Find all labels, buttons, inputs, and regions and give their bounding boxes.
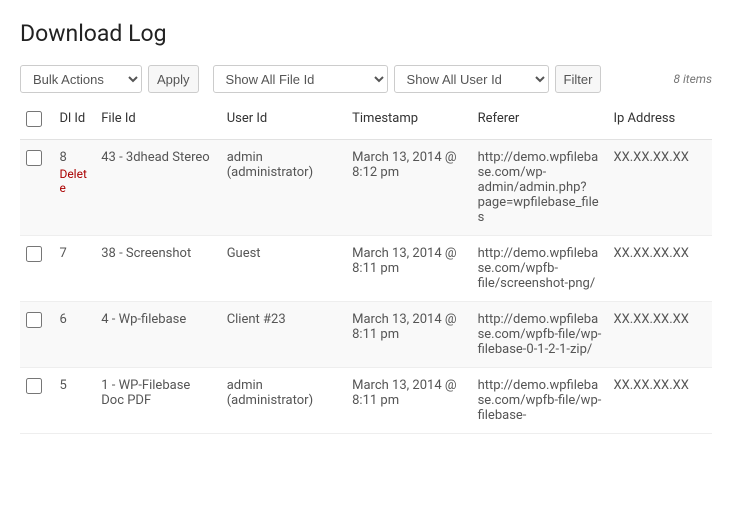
table-row: 8 Delete43 - 3dhead Stereoadmin (administ…: [20, 140, 712, 236]
row-checkbox-cell: [20, 302, 53, 368]
col-header-user-id: User Id: [221, 103, 346, 140]
delete-link[interactable]: Delete: [59, 167, 89, 195]
file-id-cell: 1 - WP-Filebase Doc PDF: [95, 368, 220, 434]
referer-cell: http://demo.wpfilebase.com/wpfb-file/wp-…: [472, 302, 608, 368]
referer-cell: http://demo.wpfilebase.com/wpfb-file/wp-…: [472, 368, 608, 434]
bulk-actions-select[interactable]: Bulk Actions: [20, 65, 142, 93]
filter-button[interactable]: Filter: [555, 65, 602, 93]
col-header-file-id: File Id: [95, 103, 220, 140]
ip-cell: XX.XX.XX.XX: [607, 236, 712, 302]
timestamp-cell: March 13, 2014 @ 8:12 pm: [346, 140, 471, 236]
col-header-timestamp: Timestamp: [346, 103, 471, 140]
items-count: 8 items: [673, 72, 712, 86]
dl-id-value: 5: [59, 378, 89, 393]
row-checkbox[interactable]: [26, 246, 42, 262]
referer-cell: http://demo.wpfilebase.com/wp-admin/admi…: [472, 140, 608, 236]
file-id-cell: 38 - Screenshot: [95, 236, 220, 302]
file-id-cell: 43 - 3dhead Stereo: [95, 140, 220, 236]
download-log-table: Dl Id File Id User Id Timestamp Referer …: [20, 103, 712, 434]
dl-id-cell: 5: [53, 368, 95, 434]
row-checkbox-cell: [20, 368, 53, 434]
user-id-cell: admin (administrator): [221, 368, 346, 434]
dl-id-cell: 8 Delete: [53, 140, 95, 236]
dl-id-cell: 7: [53, 236, 95, 302]
row-checkbox-cell: [20, 140, 53, 236]
table-row: 7 38 - ScreenshotGuestMarch 13, 2014 @ 8:…: [20, 236, 712, 302]
timestamp-cell: March 13, 2014 @ 8:11 pm: [346, 302, 471, 368]
user-id-filter[interactable]: Show All User Id: [394, 65, 549, 93]
referer-cell: http://demo.wpfilebase.com/wpfb-file/scr…: [472, 236, 608, 302]
timestamp-cell: March 13, 2014 @ 8:11 pm: [346, 368, 471, 434]
dl-id-value: 7: [59, 246, 89, 261]
dl-id-value: 6: [59, 312, 89, 327]
user-id-cell: Guest: [221, 236, 346, 302]
file-id-filter[interactable]: Show All File Id: [213, 65, 388, 93]
col-header-dl-id: Dl Id: [53, 103, 95, 140]
table-row: 5 1 - WP-Filebase Doc PDFadmin (administr…: [20, 368, 712, 434]
col-header-ip: Ip Address: [607, 103, 712, 140]
ip-cell: XX.XX.XX.XX: [607, 140, 712, 236]
user-id-cell: admin (administrator): [221, 140, 346, 236]
col-header-checkbox: [20, 103, 53, 140]
row-checkbox[interactable]: [26, 150, 42, 166]
ip-cell: XX.XX.XX.XX: [607, 302, 712, 368]
filter-group: Show All File Id Show All User Id Filter: [213, 65, 602, 93]
dl-id-value: 8: [59, 150, 89, 165]
row-checkbox[interactable]: [26, 378, 42, 394]
select-all-checkbox[interactable]: [26, 111, 42, 127]
dl-id-cell: 6: [53, 302, 95, 368]
col-header-referer: Referer: [472, 103, 608, 140]
row-checkbox-cell: [20, 236, 53, 302]
table-row: 6 4 - Wp-filebaseClient #23March 13, 2014…: [20, 302, 712, 368]
user-id-cell: Client #23: [221, 302, 346, 368]
timestamp-cell: March 13, 2014 @ 8:11 pm: [346, 236, 471, 302]
file-id-cell: 4 - Wp-filebase: [95, 302, 220, 368]
row-checkbox[interactable]: [26, 312, 42, 328]
tablenav: Bulk Actions Apply Show All File Id Show…: [20, 65, 712, 93]
ip-cell: XX.XX.XX.XX: [607, 368, 712, 434]
apply-button[interactable]: Apply: [148, 65, 199, 93]
page-title: Download Log: [20, 20, 712, 47]
